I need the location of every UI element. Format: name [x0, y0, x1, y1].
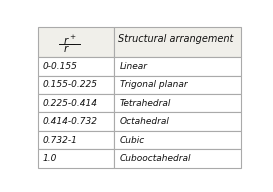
Bar	[114, 94, 242, 113]
Text: Tetrahedral: Tetrahedral	[120, 99, 171, 108]
Text: 0.225-0.414: 0.225-0.414	[43, 99, 97, 108]
Text: Structural arrangement: Structural arrangement	[118, 34, 233, 44]
Text: $r^+$: $r^+$	[63, 34, 77, 47]
Text: $r^-$: $r^-$	[63, 43, 77, 54]
Bar	[38, 113, 114, 131]
Text: 0.414-0.732: 0.414-0.732	[43, 117, 97, 126]
Bar	[38, 57, 114, 75]
Text: 0-0.155: 0-0.155	[43, 62, 78, 71]
Text: 0.732-1: 0.732-1	[43, 136, 78, 145]
Bar	[114, 131, 242, 149]
Bar	[114, 149, 242, 168]
Bar	[38, 131, 114, 149]
Bar	[114, 57, 242, 75]
Text: Cubic: Cubic	[120, 136, 145, 145]
Text: Cubooctahedral: Cubooctahedral	[120, 154, 191, 163]
Text: Octahedral: Octahedral	[120, 117, 170, 126]
Text: 0.155-0.225: 0.155-0.225	[43, 80, 97, 89]
Text: Trigonal planar: Trigonal planar	[120, 80, 188, 89]
Bar	[114, 75, 242, 94]
Bar	[38, 149, 114, 168]
Bar	[114, 27, 242, 57]
Bar	[38, 27, 114, 57]
Bar	[38, 94, 114, 113]
Bar	[38, 75, 114, 94]
Bar	[114, 113, 242, 131]
Text: Linear: Linear	[120, 62, 148, 71]
Text: 1.0: 1.0	[43, 154, 57, 163]
